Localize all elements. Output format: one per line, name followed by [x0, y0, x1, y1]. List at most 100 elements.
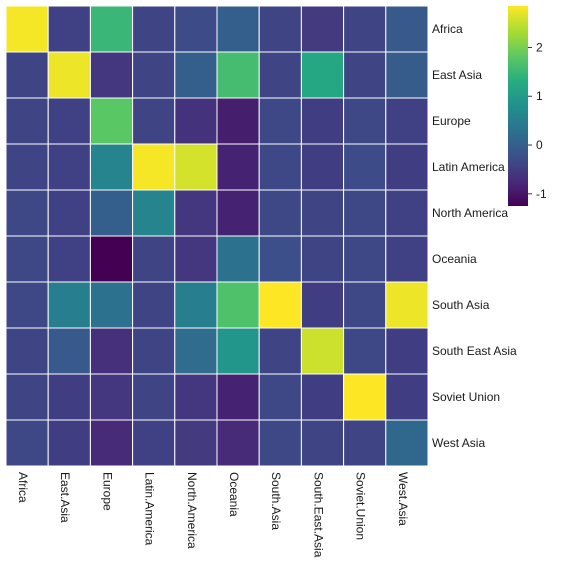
heatmap-cell [132, 143, 176, 191]
heatmap-cell [132, 5, 176, 53]
heatmap-cell [132, 419, 176, 467]
column-label: East.Asia [58, 472, 72, 523]
heatmap-cell [258, 373, 302, 421]
heatmap-cell [216, 189, 260, 237]
heatmap-cell [47, 419, 91, 467]
heatmap-cell [174, 235, 218, 283]
heatmap-cell [343, 5, 387, 53]
heatmap-cell [385, 373, 429, 421]
heatmap-cell [258, 5, 302, 53]
colorbar-gradient [508, 6, 528, 206]
heatmap-cell [343, 97, 387, 145]
heatmap-cell [385, 327, 429, 375]
heatmap-cell [5, 143, 49, 191]
colorbar-tick-label: 2 [536, 40, 543, 54]
heatmap-cell [216, 235, 260, 283]
heatmap-cell [5, 235, 49, 283]
heatmap-cell [258, 143, 302, 191]
heatmap-cell [343, 327, 387, 375]
heatmap-cell [343, 189, 387, 237]
heatmap-cell [89, 327, 134, 375]
heatmap-cell [216, 281, 260, 329]
row-label: West Asia [432, 436, 485, 450]
column-label: Africa [16, 472, 30, 503]
heatmap-cell [132, 235, 176, 283]
heatmap-cell [5, 373, 49, 421]
heatmap-cell [343, 235, 387, 283]
heatmap-cell [300, 373, 345, 421]
column-label: Soviet.Union [354, 472, 368, 540]
heatmap-cell [258, 97, 302, 145]
column-labels: Africa East.Asia Europe Latin.America North.… [16, 472, 410, 558]
heatmap-cell [132, 327, 176, 375]
heatmap-cell [216, 327, 260, 375]
heatmap-cell [47, 5, 91, 53]
heatmap-cell [174, 51, 218, 99]
heatmap-cell [343, 419, 387, 467]
heatmap-cell [216, 5, 260, 53]
heatmap-cell [258, 419, 302, 467]
row-label: Africa [432, 22, 463, 36]
heatmap-cell [174, 189, 218, 237]
heatmap-cell [216, 97, 260, 145]
heatmap-cell [343, 281, 387, 329]
row-label: South East Asia [432, 344, 517, 358]
colorbar-tick-label: 0 [536, 138, 543, 152]
heatmap-cell [385, 51, 429, 99]
heatmap-cells [5, 5, 429, 467]
heatmap-cell [174, 97, 218, 145]
row-labels: Africa East Asia Europe Latin America North … [432, 22, 517, 450]
heatmap-cell [385, 97, 429, 145]
row-label: East Asia [432, 68, 482, 82]
heatmap-cell [174, 327, 218, 375]
heatmap-cell [132, 281, 176, 329]
row-label: South Asia [432, 298, 490, 312]
heatmap-cell [300, 51, 345, 99]
heatmap-cell [174, 281, 218, 329]
heatmap-cell [385, 189, 429, 237]
colorbar-tick-label: 1 [536, 89, 543, 103]
row-label: Latin America [432, 160, 505, 174]
heatmap-cell [89, 5, 134, 53]
row-label: North America [432, 206, 508, 220]
row-label: Europe [432, 114, 471, 128]
column-label: Oceania [227, 472, 241, 517]
heatmap-cell [47, 235, 91, 283]
heatmap-cell [132, 189, 176, 237]
heatmap-cell [385, 235, 429, 283]
heatmap-cell [385, 5, 429, 53]
column-label: South.East.Asia [311, 472, 325, 558]
heatmap-cell [132, 373, 176, 421]
heatmap-cell [216, 373, 260, 421]
heatmap-cell [174, 5, 218, 53]
heatmap-cell [258, 51, 302, 99]
heatmap-cell [5, 189, 49, 237]
heatmap-cell [300, 235, 345, 283]
heatmap-cell [300, 143, 345, 191]
heatmap-cell [5, 5, 49, 53]
heatmap-cell [89, 143, 134, 191]
heatmap-cell [5, 51, 49, 99]
row-label: Oceania [432, 252, 477, 266]
heatmap-cell [216, 143, 260, 191]
heatmap-cell [300, 5, 345, 53]
heatmap-cell [300, 281, 345, 329]
heatmap-cell [258, 189, 302, 237]
heatmap-cell [47, 51, 91, 99]
heatmap-cell [132, 51, 176, 99]
heatmap-cell [5, 327, 49, 375]
heatmap-cell [300, 189, 345, 237]
column-label: Latin.America [143, 472, 157, 546]
heatmap-cell [385, 143, 429, 191]
heatmap-cell [47, 373, 91, 421]
heatmap-cell [5, 97, 49, 145]
heatmap-cell [174, 143, 218, 191]
colorbar-tick-label: -1 [536, 187, 547, 201]
heatmap-cell [343, 373, 387, 421]
heatmap-cell [89, 51, 134, 99]
heatmap-cell [89, 419, 134, 467]
heatmap-cell [258, 235, 302, 283]
heatmap-cell [47, 327, 91, 375]
column-label: West.Asia [396, 472, 410, 526]
